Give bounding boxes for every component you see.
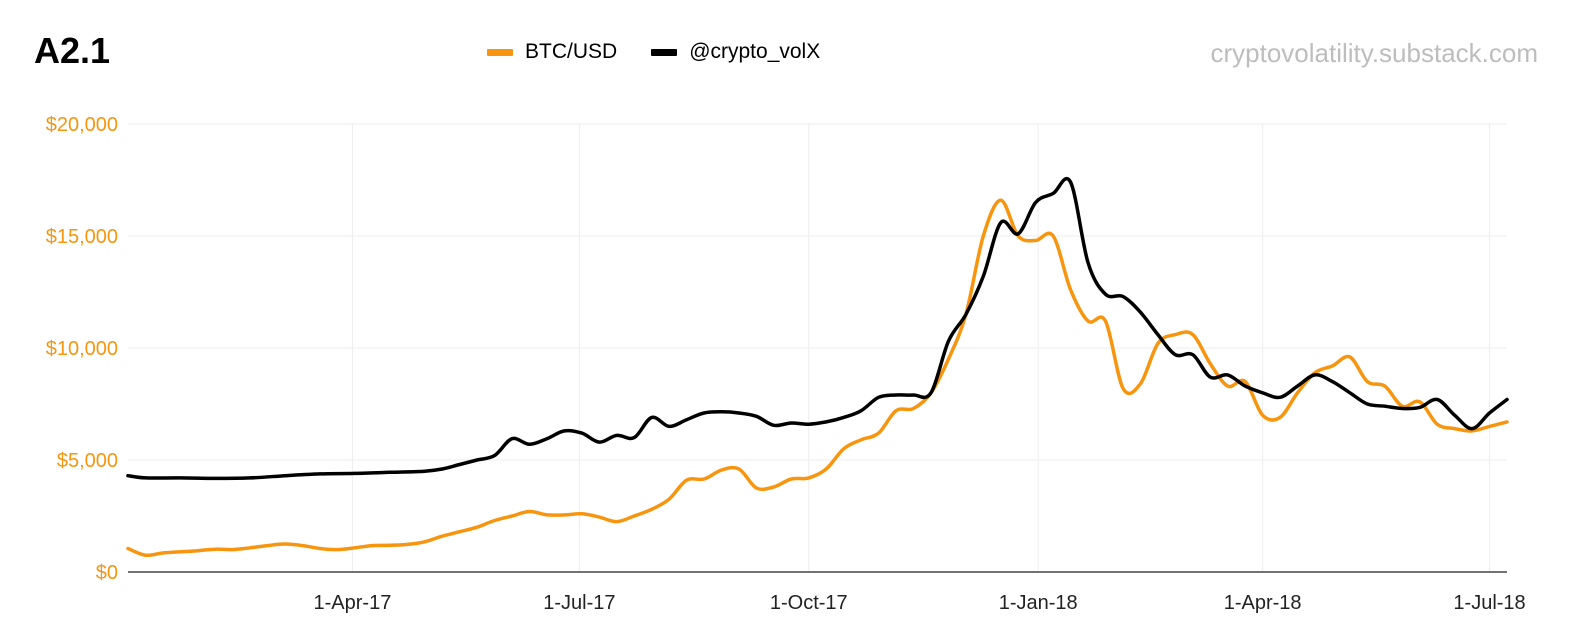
series-line-btc-usd xyxy=(126,198,1509,558)
legend: BTC/USD @crypto_volX xyxy=(487,40,854,64)
x-tick-label: 1-Jan-18 xyxy=(999,592,1078,614)
y-tick-label: $5,000 xyxy=(57,450,118,472)
legend-item-vol[interactable]: @crypto_volX xyxy=(651,40,820,64)
y-tick-label: $15,000 xyxy=(46,226,118,248)
x-tick-label: 1-Apr-17 xyxy=(314,592,392,614)
chart-title: A2.1 xyxy=(34,30,111,71)
y-tick-label: $20,000 xyxy=(46,114,118,136)
legend-swatch-btc xyxy=(487,48,513,56)
x-tick-label: 1-Oct-17 xyxy=(770,592,848,614)
legend-item-btc[interactable]: BTC/USD xyxy=(487,40,617,64)
legend-label-vol: @crypto_volX xyxy=(689,40,821,63)
x-tick-label: 1-Jul-18 xyxy=(1453,592,1525,614)
series-line-crypto-volx xyxy=(126,176,1509,481)
watermark: cryptovolatility.substack.com xyxy=(1210,38,1538,68)
y-tick-label: $0 xyxy=(96,562,118,584)
legend-swatch-vol xyxy=(651,48,678,56)
legend-label-btc: BTC/USD xyxy=(525,40,618,63)
x-tick-label: 1-Apr-18 xyxy=(1224,592,1302,614)
x-tick-label: 1-Jul-17 xyxy=(543,592,615,614)
y-tick-label: $10,000 xyxy=(46,338,118,360)
